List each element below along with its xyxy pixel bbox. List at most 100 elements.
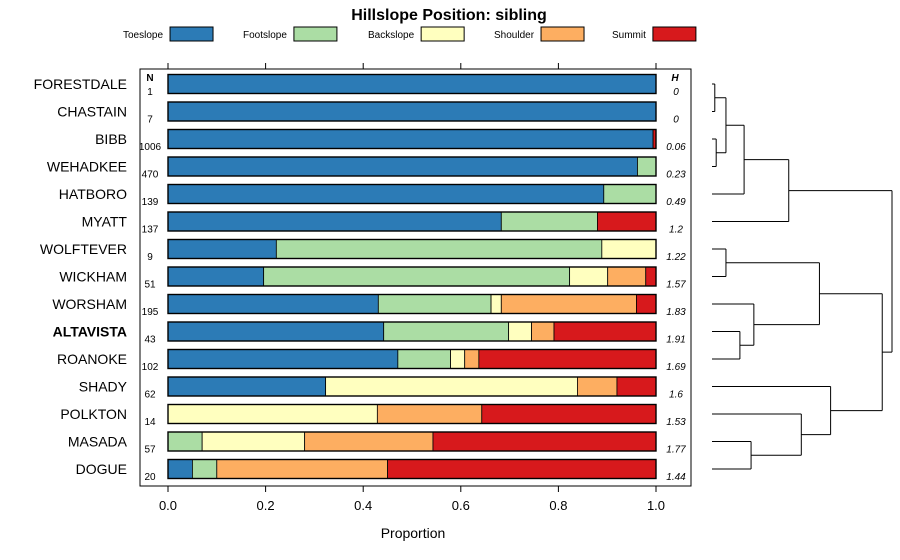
n-column-header: N: [146, 73, 153, 84]
bar-footslope: [603, 184, 657, 204]
row-bibb: BIBB 1006 0.06: [95, 128, 686, 153]
row-label: POLKTON: [60, 406, 127, 422]
h-value: 1.2: [669, 225, 683, 236]
row-shady: SHADY 62 1.6: [79, 376, 683, 401]
bar-outline: [167, 73, 657, 95]
h-value: 1.77: [666, 445, 686, 456]
row-label: FORESTDALE: [34, 76, 127, 92]
bar-toeslope: [167, 129, 654, 149]
row-wickham: WICKHAM 51 1.57: [59, 266, 686, 291]
bar-backslope: [325, 376, 578, 397]
bar-shoulder: [464, 349, 480, 369]
n-value: 1: [147, 87, 153, 98]
bar-backslope: [167, 404, 378, 424]
row-label: WEHADKEE: [47, 159, 127, 175]
row-roanoke: ROANOKE 102 1.69: [57, 348, 686, 373]
legend-swatch-footslope: [293, 26, 338, 42]
row-forestdale: FORESTDALE 1 0: [34, 73, 679, 98]
row-label: BIBB: [95, 131, 127, 147]
bar-footslope: [275, 239, 603, 259]
h-value: 0: [673, 115, 679, 126]
bar-toeslope: [167, 294, 379, 314]
bar-summit: [553, 321, 657, 342]
n-value: 195: [142, 307, 159, 318]
h-value: 0.49: [666, 197, 686, 208]
n-value: 7: [147, 115, 153, 126]
bar-backslope: [201, 431, 306, 452]
bar-summit: [387, 459, 657, 479]
legend-swatch-shoulder: [540, 26, 585, 42]
legend-label-backslope: Backslope: [368, 30, 415, 41]
bar-shoulder: [531, 321, 555, 342]
row-label: WOLFTEVER: [40, 241, 127, 257]
bar-summit: [636, 294, 657, 314]
h-value: 0: [673, 87, 679, 98]
row-label: ALTAVISTA: [53, 324, 127, 340]
plot-frame: [139, 68, 692, 487]
legend-label-shoulder: Shoulder: [494, 30, 535, 41]
row-label: CHASTAIN: [57, 104, 127, 120]
row-label: DOGUE: [76, 461, 127, 477]
bar-footslope: [263, 266, 571, 287]
bar-outline: [167, 376, 657, 397]
bar-summit: [481, 404, 657, 424]
row-myatt: MYATT 137 1.2: [82, 211, 683, 236]
bar-toeslope: [167, 376, 327, 397]
row-label: ROANOKE: [57, 351, 127, 367]
h-value: 0.06: [666, 142, 686, 153]
bar-outline: [167, 238, 657, 260]
n-value: 43: [144, 335, 156, 346]
bar-toeslope: [167, 459, 193, 479]
bar-footslope: [383, 321, 510, 342]
n-value: 51: [144, 280, 156, 291]
n-value: 20: [144, 472, 156, 483]
row-polkton: POLKTON 14 1.53: [60, 403, 686, 428]
x-tick-label: 0.4: [354, 498, 372, 513]
n-value: 57: [144, 445, 156, 456]
h-value: 1.6: [669, 390, 683, 401]
bar-summit: [597, 211, 657, 232]
bar-outline: [167, 266, 657, 287]
x-tick-label: 0.0: [159, 498, 177, 513]
bar-outline: [167, 403, 657, 425]
bar-backslope: [601, 239, 657, 259]
row-label: MASADA: [68, 434, 128, 450]
h-value: 1.57: [666, 280, 686, 291]
bar-rows: FORESTDALE 1 0 CHASTAIN 7 0 BIBB 1006 0.06 WEHADK…: [34, 73, 686, 483]
row-label: HATBORO: [59, 186, 127, 202]
bar-backslope: [508, 321, 532, 342]
bar-outline: [167, 431, 657, 452]
h-value: 1.53: [666, 417, 686, 428]
bar-footslope: [637, 156, 657, 177]
bar-summit: [478, 349, 657, 369]
h-value: 1.83: [666, 307, 686, 318]
bar-shoulder: [607, 266, 647, 287]
n-value: 470: [142, 170, 159, 181]
n-value: 14: [144, 417, 156, 428]
row-label: WICKHAM: [59, 269, 127, 285]
legend-label-toeslope: Toeslope: [123, 30, 163, 41]
bar-backslope: [450, 349, 466, 369]
legend-swatch-summit: [652, 26, 697, 42]
x-axis: 0.0 0.2 0.4 0.6 0.8 1.0: [159, 486, 665, 513]
bar-summit: [645, 266, 657, 287]
bar-summit: [616, 376, 657, 397]
row-worsham: WORSHAM 195 1.83: [52, 293, 686, 318]
x-tick-label: 0.2: [257, 498, 275, 513]
dendrogram: [712, 83, 893, 470]
h-column-header: H: [671, 73, 679, 84]
top-axis-ticks: [167, 63, 657, 69]
x-tick-label: 0.6: [452, 498, 470, 513]
h-value: 1.69: [666, 362, 686, 373]
bar-outline: [167, 156, 657, 177]
bar-toeslope: [167, 321, 385, 342]
bar-footslope: [191, 459, 218, 479]
row-altavista: ALTAVISTA 43 1.91: [53, 321, 686, 346]
row-wehadkee: WEHADKEE 470 0.23: [47, 156, 686, 181]
bar-summit: [432, 431, 657, 452]
bar-footslope: [397, 349, 451, 369]
bar-backslope: [490, 294, 502, 314]
bar-shoulder: [500, 294, 637, 314]
row-label: MYATT: [82, 214, 128, 230]
